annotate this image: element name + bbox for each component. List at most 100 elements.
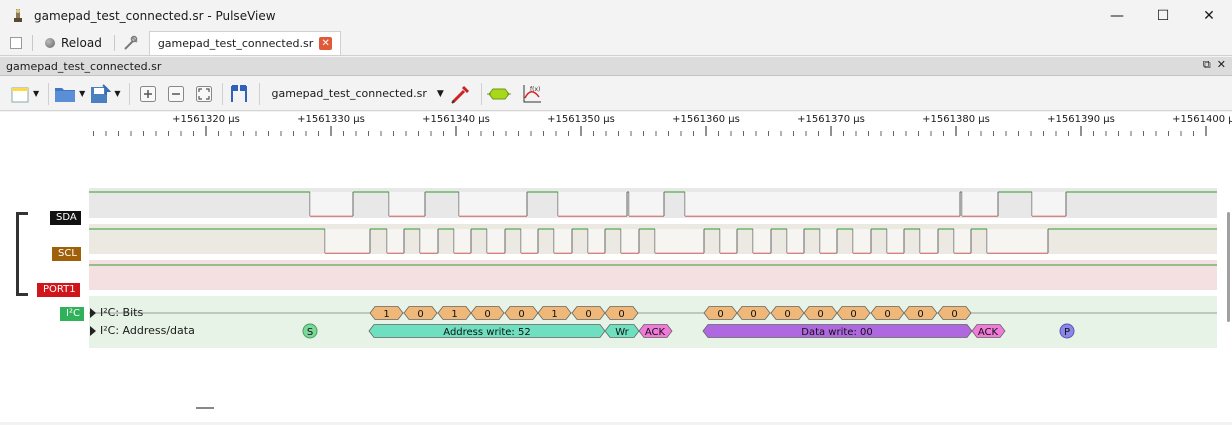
settings-button[interactable] [119,32,143,54]
window-title: gamepad_test_connected.sr - PulseView [34,8,276,23]
ruler-tick-label: +1561340 µs [422,114,490,125]
scl-low-fill [954,229,971,253]
device-select[interactable]: gamepad_test_connected.sr ▼ [265,82,449,106]
trace-canvas[interactable]: 1 0 1 0 0 1 0 0 0 0 0 0 0 0 0 0 S Address write: 52 Wr ACK D… [89,136,1217,422]
sda-channel-label[interactable]: SDA [50,211,81,225]
addr-bit-value: 1 [551,309,557,320]
new-dropdown-icon[interactable]: ▼ [33,89,40,98]
time-ruler[interactable]: +1561320 µs +1561330 µs +1561340 µs +156135… [89,112,1232,136]
dock-titlebar: gamepad_test_connected.sr ⧉ ✕ [0,57,1232,76]
maximize-button[interactable]: ☐ [1156,7,1170,24]
start-condition-marker [302,323,318,339]
expand-row-icon[interactable] [90,325,96,336]
scl-label-text: SCL [58,248,77,259]
horizontal-scroll-handle[interactable] [196,407,214,409]
math-function-icon: f(x) [523,84,541,102]
ruler-tick-label: +1561350 µs [547,114,615,125]
decoder-icon [486,88,511,99]
i2c-trace-bg [89,296,1217,348]
save-button[interactable]: ▼ [89,81,120,107]
new-session-button[interactable] [4,32,28,54]
addr-bit-value: 0 [585,309,591,320]
sda-low-fill [685,192,960,216]
decoder-row-address-data[interactable]: I²C: Address/data [90,324,195,337]
tab-close-icon[interactable]: ✕ [319,37,333,50]
addr-bit-annotation [369,306,404,320]
data-bit-annotation [937,306,972,320]
data-bit-annotation [903,306,938,320]
scl-channel-label[interactable]: SCL [52,247,81,261]
scl-low-fill [454,229,471,253]
reload-icon [45,38,55,48]
dock-float-button[interactable]: ⧉ [1202,58,1211,71]
addr-bit-value: 0 [484,309,490,320]
save-dropdown-icon[interactable]: ▼ [114,89,121,98]
ruler-tick-label: +1561370 µs [797,114,865,125]
zoom-in-icon [140,85,157,102]
data-bit-value: 0 [884,309,890,320]
add-decoder-button[interactable] [486,81,511,107]
open-dropdown-icon[interactable]: ▼ [79,89,86,98]
dock-title: gamepad_test_connected.sr [6,59,162,73]
port1-channel-label[interactable]: PORT1 [37,283,80,297]
addr-bit-value: 0 [518,309,524,320]
scl-low-fill [787,229,804,253]
show-cursors-button[interactable] [228,81,250,107]
sda-low-fill [1032,192,1066,216]
expand-row-icon[interactable] [90,307,96,318]
save-icon [91,83,112,103]
new-button[interactable]: ▼ [10,81,39,107]
main-toolbar: ▼ ▼ ▼ [0,77,1232,111]
scl-low-fill [987,229,1048,253]
minimize-button[interactable]: — [1110,7,1124,24]
scl-low-fill [521,229,538,253]
data-bit-value: 0 [951,309,957,320]
dock-close-button[interactable]: ✕ [1216,58,1226,71]
new-icon [11,87,29,102]
stop-condition-marker [1059,323,1075,339]
zoom-in-button[interactable] [139,81,157,107]
ruler-ticks [93,126,1207,136]
vertical-scrollbar[interactable] [1227,212,1230,322]
decoder-row-bits[interactable]: I²C: Bits [90,306,143,319]
addr-row-label: I²C: Address/data [100,324,195,337]
data-bit-value: 0 [817,309,823,320]
reload-button[interactable]: Reload [37,32,110,54]
i2c-decoder-label[interactable]: I²C [60,307,84,321]
address-write-label: Address write: 52 [443,327,530,338]
window-titlebar: gamepad_test_connected.sr - PulseView — … [0,0,1232,31]
data-bit-value: 0 [750,309,756,320]
configure-device-button[interactable] [450,81,472,107]
zoom-fit-button[interactable] [195,81,213,107]
wr-label: Wr [615,327,629,338]
close-button[interactable]: ✕ [1203,7,1215,24]
scl-low-fill [554,229,572,253]
i2c-label-text: I²C [66,308,80,319]
addr-bit-value: 1 [383,309,389,320]
sda-low-fill [459,192,527,216]
bits-row-label: I²C: Bits [100,306,144,319]
addr-bit-annotation [537,306,572,320]
zoom-out-button[interactable] [167,81,185,107]
math-signal-button[interactable]: f(x) [521,81,543,107]
sda-label-text: SDA [56,212,77,223]
session-tabbar: Reload gamepad_test_connected.sr ✕ [0,31,1232,56]
ack-annotation-2 [971,324,1006,338]
device-select-value: gamepad_test_connected.sr [271,87,427,100]
port1-label-text: PORT1 [43,284,76,295]
ack-annotation-1 [638,324,673,338]
addr-bit-value: 0 [618,309,624,320]
open-button[interactable]: ▼ [54,81,85,107]
device-dropdown-icon: ▼ [436,88,444,99]
new-document-icon [10,37,22,49]
scl-low-fill [820,229,837,253]
ack-label-1: ACK [645,327,666,338]
reload-label: Reload [61,36,102,50]
data-bit-value: 0 [917,309,923,320]
signal-header-pane: SDA SCL PORT1 I²C [0,136,89,422]
empty-area [89,348,1217,401]
ruler-tick-label: +1561390 µs [1047,114,1115,125]
ruler-tick-label: +1561320 µs [172,114,240,125]
session-tab[interactable]: gamepad_test_connected.sr ✕ [148,31,342,55]
scl-low-fill [655,229,704,253]
